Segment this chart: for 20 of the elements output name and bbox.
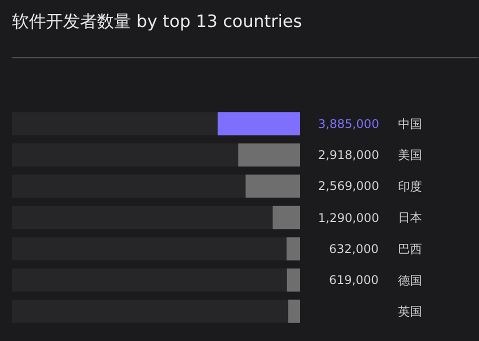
y-tick-label: 英国 bbox=[398, 304, 422, 319]
bar bbox=[238, 143, 300, 166]
bar bbox=[272, 206, 300, 230]
bar bbox=[286, 268, 300, 292]
data-label: 1,290,000 bbox=[318, 211, 380, 225]
y-tick-label: 德国 bbox=[398, 273, 422, 288]
data-label: 2,569,000 bbox=[318, 179, 380, 193]
data-label: 619,000 bbox=[329, 273, 379, 287]
data-label: 2,918,000 bbox=[318, 148, 380, 162]
data-label: 632,000 bbox=[329, 242, 379, 256]
data-label: 3,885,000 bbox=[318, 117, 380, 131]
y-tick-label: 美国 bbox=[398, 148, 422, 162]
chart-title: 软件开发者数量 by top 13 countries bbox=[12, 12, 302, 32]
bar bbox=[246, 174, 300, 198]
y-tick-label: 日本 bbox=[398, 210, 422, 225]
bar bbox=[286, 237, 300, 260]
y-tick-label: 中国 bbox=[398, 116, 422, 131]
y-tick-label: 印度 bbox=[398, 179, 422, 194]
bar bbox=[288, 300, 300, 323]
y-tick-label: 巴西 bbox=[398, 242, 422, 256]
